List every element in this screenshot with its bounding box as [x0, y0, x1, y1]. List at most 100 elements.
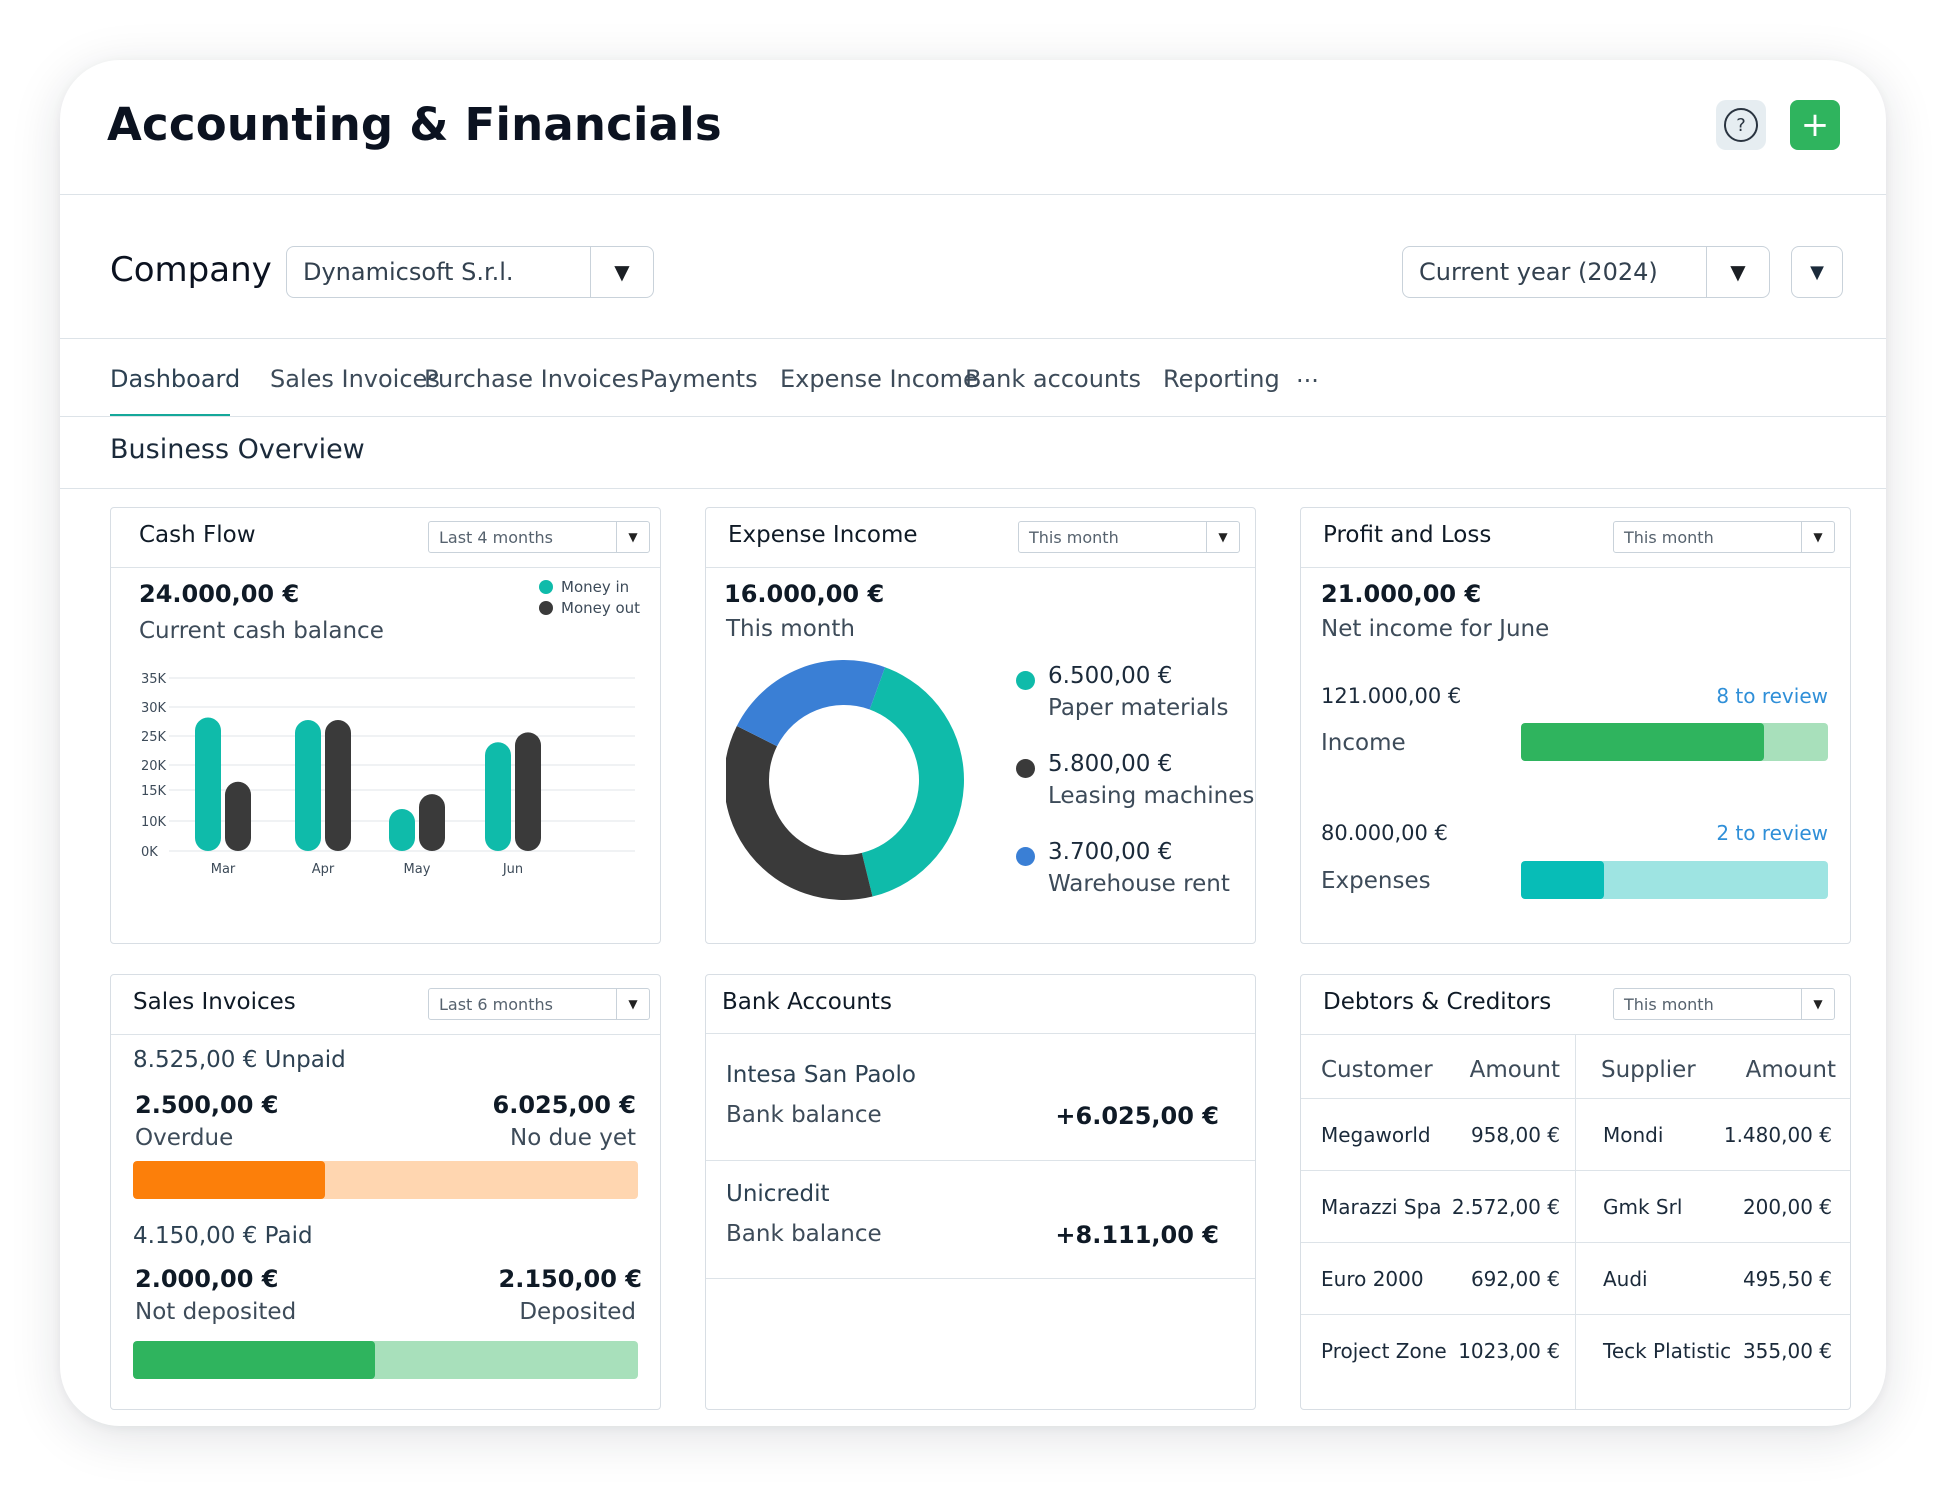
- header-divider: [60, 194, 1886, 195]
- table-row[interactable]: Euro 2000 692,00 € Audi 495,50 €: [1301, 1243, 1850, 1315]
- widget-divider: [706, 1033, 1255, 1034]
- cash-flow-period-select[interactable]: Last 4 months ▼: [428, 521, 650, 553]
- expenses-progress-bar: [1521, 861, 1828, 899]
- tab-sales-invoices[interactable]: Sales Invoices: [270, 365, 440, 393]
- add-button[interactable]: +: [1790, 100, 1840, 150]
- customer-amount-column-header: Amount: [1469, 1057, 1560, 1083]
- x-tick-label: Apr: [312, 862, 335, 877]
- row-divider: [706, 1278, 1255, 1279]
- legend-amount: 6.500,00 €: [1048, 663, 1173, 689]
- profit-loss-period-select[interactable]: This month ▼: [1613, 521, 1835, 553]
- table-row[interactable]: Marazzi Spa 2.572,00 € Gmk Srl 200,00 €: [1301, 1171, 1850, 1243]
- donut-slice: [726, 725, 873, 900]
- period-select[interactable]: Current year (2024) ▼: [1402, 246, 1770, 298]
- customer-column-header: Customer: [1321, 1057, 1433, 1083]
- caret-down-icon[interactable]: ▼: [1801, 522, 1834, 552]
- legend-label: Warehouse rent: [1048, 871, 1230, 897]
- row-divider: [1301, 1314, 1850, 1315]
- sales-invoices-widget: Sales Invoices Last 6 months ▼ 8.525,00 …: [110, 974, 661, 1410]
- paid-caption: 4.150,00 € Paid: [133, 1223, 313, 1249]
- y-tick-label: 35K: [141, 672, 167, 687]
- overdue-label: Overdue: [135, 1125, 234, 1151]
- tab-reporting[interactable]: Reporting: [1163, 365, 1280, 393]
- legend-dot: [1016, 847, 1035, 866]
- header-divider: [1301, 1098, 1850, 1099]
- bar-money-in: [389, 808, 415, 851]
- more-options-select[interactable]: ▼: [1791, 246, 1843, 298]
- caret-down-icon[interactable]: ▼: [616, 989, 649, 1019]
- x-tick-label: May: [404, 862, 431, 877]
- bank-balance-amount: +6.025,00 €: [1055, 1102, 1219, 1130]
- widget-divider: [1301, 567, 1850, 568]
- legend-money-out: Money out: [539, 599, 640, 617]
- supplier-name: Mondi: [1603, 1123, 1664, 1147]
- net-income-amount: 21.000,00 €: [1321, 580, 1482, 608]
- customer-amount: 958,00 €: [1470, 1123, 1560, 1147]
- customer-name: Euro 2000: [1321, 1267, 1424, 1291]
- help-icon: ?: [1724, 108, 1758, 142]
- plus-icon: +: [1800, 105, 1830, 145]
- caret-down-icon[interactable]: ▼: [1801, 989, 1834, 1019]
- sales-invoices-period-select[interactable]: Last 6 months ▼: [428, 988, 650, 1020]
- tab-bank-accounts[interactable]: Bank accounts: [965, 365, 1142, 393]
- legend-label: Money in: [561, 578, 630, 596]
- bank-account-row[interactable]: Intesa San Paolo Bank balance +6.025,00 …: [706, 1034, 1255, 1160]
- page-title: Accounting & Financials: [107, 98, 722, 151]
- table-row[interactable]: Megaworld 958,00 € Mondi 1.480,00 €: [1301, 1099, 1850, 1171]
- tab-payments[interactable]: Payments: [640, 365, 758, 393]
- bank-name: Intesa San Paolo: [726, 1062, 916, 1088]
- income-review-link[interactable]: 8 to review: [1716, 684, 1828, 708]
- legend-money-in: Money in: [539, 578, 629, 596]
- legend-dot: [1016, 759, 1035, 778]
- supplier-amount: 1.480,00 €: [1723, 1123, 1832, 1147]
- app-window: Accounting & Financials ? + Company Dyna…: [60, 60, 1886, 1426]
- period-value: This month: [1029, 527, 1119, 547]
- tab-more[interactable]: ...: [1296, 360, 1319, 388]
- y-tick-label: 15K: [141, 784, 167, 799]
- bar-money-out: [325, 720, 351, 851]
- tab-purchase-invoices[interactable]: Purchase Invoices: [424, 365, 639, 393]
- y-tick-label: 0K: [141, 845, 158, 860]
- bar-money-out: [225, 781, 251, 851]
- legend-amount: 5.800,00 €: [1048, 751, 1173, 777]
- not-deposited-label: Not deposited: [135, 1299, 297, 1325]
- income-amount: 121.000,00 €: [1321, 684, 1462, 708]
- bank-account-row[interactable]: Unicredit Bank balance +8.111,00 €: [706, 1161, 1255, 1278]
- bar-money-in: [195, 717, 221, 851]
- supplier-name: Teck Platistic: [1603, 1339, 1732, 1363]
- supplier-amount: 495,50 €: [1742, 1267, 1832, 1291]
- debtors-creditors-period-select[interactable]: This month ▼: [1613, 988, 1835, 1020]
- section-divider: [60, 488, 1886, 489]
- overdue-amount: 2.500,00 €: [135, 1091, 279, 1119]
- column-divider: [1575, 1034, 1576, 1409]
- expense-income-widget: Expense Income This month ▼ 16.000,00 € …: [705, 507, 1256, 944]
- legend-label: Paper materials: [1048, 695, 1229, 721]
- expense-income-amount: 16.000,00 €: [724, 580, 885, 608]
- supplier-column-header: Supplier: [1601, 1057, 1696, 1083]
- expenses-amount: 80.000,00 €: [1321, 821, 1448, 845]
- table-row[interactable]: Project Zone 1023,00 € Teck Platistic 35…: [1301, 1315, 1850, 1387]
- help-button[interactable]: ?: [1716, 100, 1766, 150]
- caret-down-icon[interactable]: ▼: [1706, 247, 1769, 297]
- donut-slice: [736, 660, 886, 747]
- expense-income-period-select[interactable]: This month ▼: [1018, 521, 1240, 553]
- expense-donut-chart: [726, 660, 964, 900]
- bar-money-in: [295, 720, 321, 851]
- section-title: Business Overview: [110, 434, 365, 465]
- caret-down-icon[interactable]: ▼: [1206, 522, 1239, 552]
- supplier-amount-column-header: Amount: [1745, 1057, 1836, 1083]
- company-select-value: Dynamicsoft S.r.l.: [303, 258, 514, 286]
- caret-down-icon[interactable]: ▼: [616, 522, 649, 552]
- expenses-review-link[interactable]: 2 to review: [1716, 821, 1828, 845]
- company-select[interactable]: Dynamicsoft S.r.l. ▼: [286, 246, 654, 298]
- tab-dashboard[interactable]: Dashboard: [110, 365, 241, 393]
- tab-expense-income[interactable]: Expense Income: [780, 365, 978, 393]
- unpaid-caption: 8.525,00 € Unpaid: [133, 1047, 346, 1073]
- expenses-progress-fill: [1521, 861, 1604, 899]
- caret-down-icon[interactable]: ▼: [590, 247, 653, 297]
- expenses-label: Expenses: [1321, 868, 1431, 894]
- bank-balance-label: Bank balance: [726, 1221, 882, 1247]
- bank-name: Unicredit: [726, 1181, 830, 1207]
- legend-label: Leasing machines: [1048, 783, 1255, 809]
- widget-title: Bank Accounts: [722, 989, 892, 1015]
